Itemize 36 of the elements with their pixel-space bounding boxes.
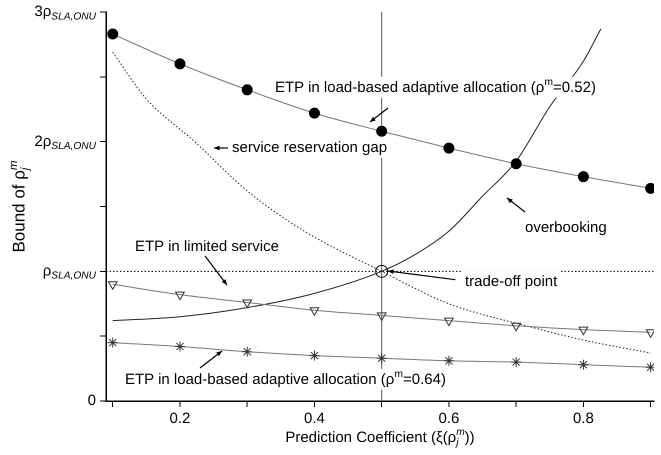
point [511,322,521,332]
annotation: ETP in limited service [135,238,279,256]
point [444,318,454,326]
point [310,307,320,316]
y-tick-label: 0 [88,392,96,410]
point [308,350,320,362]
point [443,355,454,366]
point [308,108,320,119]
point [578,326,588,336]
point [242,299,252,308]
point [107,28,118,40]
point [107,337,118,348]
x-tick-label: 0.2 [170,410,190,428]
point [376,312,387,321]
point [242,346,253,358]
point [443,142,454,154]
point [646,329,654,338]
point [510,158,522,170]
x-tick-label: 0.6 [438,410,460,428]
annotation: overbooking [525,219,607,236]
x-tick-label: 0.8 [572,410,594,428]
point [175,292,185,300]
annotation: service reservation gap [232,139,388,156]
point [174,58,186,70]
point [578,171,589,182]
point [375,264,388,278]
x-tick-label: 0.4 [304,410,325,428]
point [510,356,522,368]
point [108,281,118,290]
point [376,126,388,137]
annotation: trade-off point [465,273,558,290]
y-axis-title: Bound of ρjm [8,160,32,253]
point [174,341,186,352]
point [242,84,253,96]
point [578,359,589,370]
point [376,352,388,364]
